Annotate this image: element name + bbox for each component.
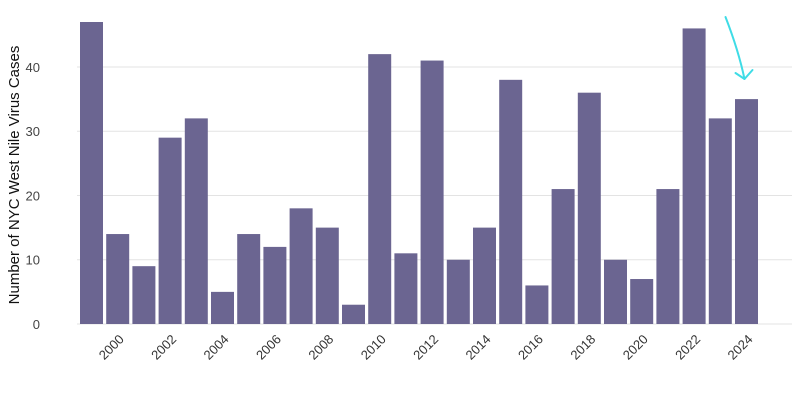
x-tick-label-2016: 2016 bbox=[515, 332, 546, 363]
y-tick-label-40: 40 bbox=[26, 60, 40, 75]
annotation-arrow-shaft bbox=[724, 16, 746, 80]
bar-2018 bbox=[577, 92, 601, 325]
x-tick-label-2002: 2002 bbox=[148, 332, 179, 363]
x-tick-label-2008: 2008 bbox=[305, 332, 336, 363]
x-tick-label-2010: 2010 bbox=[358, 332, 389, 363]
bar-2004 bbox=[211, 291, 234, 324]
bar-2017 bbox=[551, 189, 575, 324]
bar-2011 bbox=[394, 253, 418, 324]
y-axis-ticks: 0 10 20 30 40 bbox=[26, 60, 40, 332]
bar-2012 bbox=[420, 60, 444, 324]
bar-2021 bbox=[656, 189, 680, 324]
y-axis-title: Number of NYC West Nile Virus Cases bbox=[6, 46, 23, 305]
bar-2007 bbox=[289, 208, 313, 324]
x-tick-label-2012: 2012 bbox=[410, 332, 441, 363]
bar-2024 bbox=[735, 99, 758, 324]
bar-2010 bbox=[368, 54, 392, 325]
annotation-arrow-head bbox=[734, 69, 754, 80]
x-tick-label-2000: 2000 bbox=[96, 332, 127, 363]
bar-layer bbox=[80, 22, 758, 325]
bar-2015 bbox=[499, 79, 523, 324]
bar-2013 bbox=[446, 259, 470, 324]
x-tick-label-2006: 2006 bbox=[253, 332, 284, 363]
bar-2008 bbox=[315, 227, 339, 324]
bar-2003 bbox=[184, 118, 208, 324]
bar-2023 bbox=[708, 118, 732, 324]
bar-2014 bbox=[473, 227, 496, 324]
bar-2020 bbox=[630, 279, 654, 324]
x-tick-label-2022: 2022 bbox=[672, 332, 703, 363]
bar-2002 bbox=[158, 137, 182, 324]
x-axis-ticks: 2000 2002 2004 2006 2008 2010 2012 2014 2016 2018… bbox=[96, 332, 756, 363]
bar-2005 bbox=[237, 234, 261, 324]
x-tick-label-2014: 2014 bbox=[463, 332, 494, 363]
bar-2009 bbox=[342, 304, 365, 324]
x-tick-label-2020: 2020 bbox=[620, 332, 651, 363]
bar-1999 bbox=[80, 22, 103, 324]
bar-2019 bbox=[604, 259, 627, 324]
bar-2022 bbox=[682, 28, 706, 324]
bar-2016 bbox=[525, 285, 549, 324]
x-tick-label-2024: 2024 bbox=[725, 332, 756, 363]
y-tick-label-30: 30 bbox=[26, 124, 40, 139]
annotation-layer bbox=[724, 16, 754, 80]
x-tick-label-2018: 2018 bbox=[567, 332, 598, 363]
x-tick-label-2004: 2004 bbox=[201, 332, 232, 363]
y-tick-label-20: 20 bbox=[26, 188, 40, 203]
y-tick-label-10: 10 bbox=[26, 253, 40, 268]
bar-2000 bbox=[106, 234, 130, 324]
bar-2006 bbox=[263, 246, 287, 324]
bar-2001 bbox=[132, 266, 156, 324]
annotation-arrow bbox=[724, 16, 754, 80]
y-tick-label-0: 0 bbox=[33, 317, 40, 332]
